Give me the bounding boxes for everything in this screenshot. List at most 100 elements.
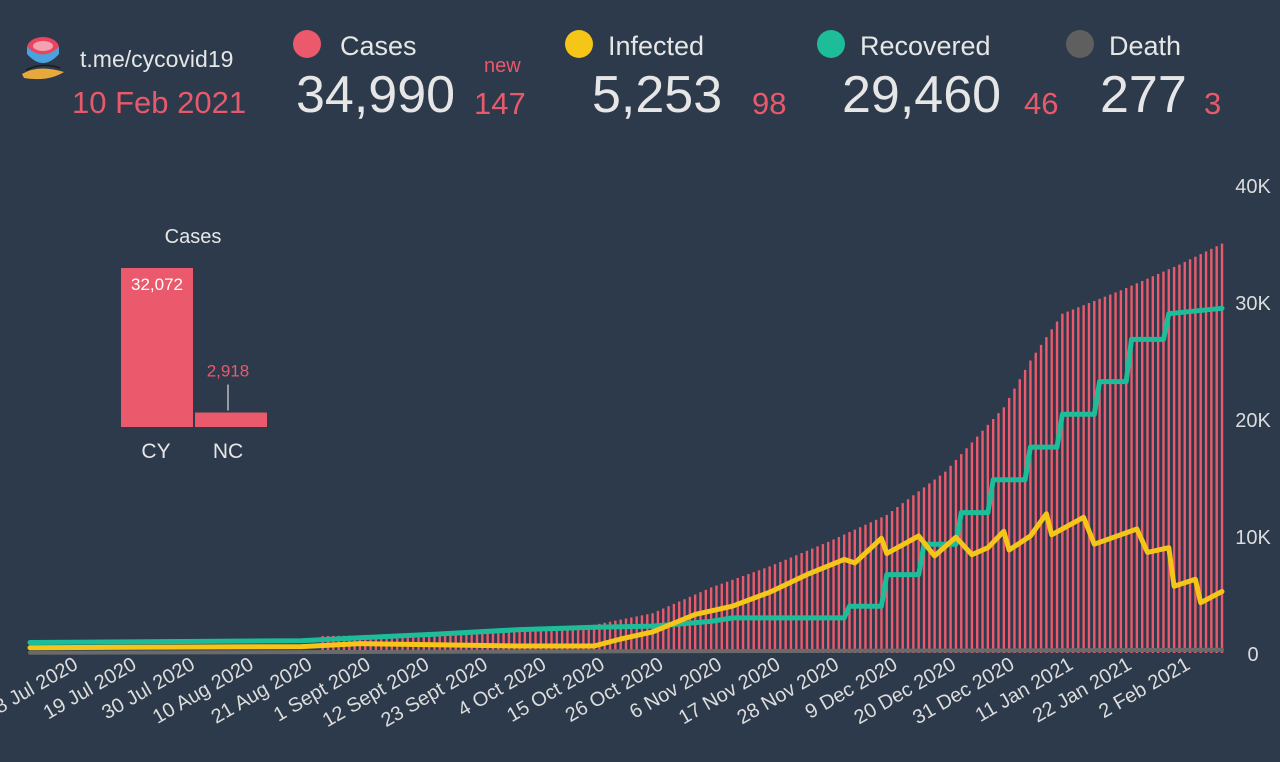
cases-bar xyxy=(991,419,995,653)
cases-bar xyxy=(949,465,952,653)
cases-bar xyxy=(1029,360,1032,653)
region-bar-value: 2,918 xyxy=(207,362,250,381)
cases-bar xyxy=(523,630,527,653)
cases-bar xyxy=(502,631,505,653)
infected-label: Infected xyxy=(608,31,705,61)
cases-bar xyxy=(747,574,750,653)
death-label: Death xyxy=(1109,31,1182,61)
channel-link[interactable]: t.me/cycovid19 xyxy=(80,46,234,72)
cases-bar xyxy=(619,619,622,653)
cases-bar xyxy=(678,601,681,653)
cases-bar xyxy=(571,626,574,653)
cases-bar xyxy=(944,471,947,653)
cases-bar xyxy=(1093,300,1096,653)
cases-bar xyxy=(1178,264,1181,653)
cases-bar xyxy=(1210,248,1213,653)
cases-bar xyxy=(1125,287,1128,653)
cases-bar xyxy=(816,546,819,653)
cases-bar xyxy=(475,632,479,653)
region-cases-chart: Cases 32,072 CY 2,918 NC xyxy=(121,226,267,463)
region-bar-value: 32,072 xyxy=(131,275,183,294)
cases-bar xyxy=(544,628,548,653)
cases-bar xyxy=(486,632,489,653)
cases-bar xyxy=(1034,352,1037,653)
cases-bar xyxy=(1130,285,1133,653)
recovered-label: Recovered xyxy=(860,31,991,61)
cases-bar xyxy=(997,413,1000,653)
cases-bar xyxy=(811,548,814,653)
cases-bar xyxy=(592,624,596,653)
y-tick-label: 30K xyxy=(1235,293,1271,315)
cases-bar xyxy=(662,608,665,653)
cases-bar xyxy=(1199,254,1202,653)
infected-value: 5,253 xyxy=(592,66,723,124)
cases-bar xyxy=(1039,344,1043,653)
cases-bar xyxy=(598,623,601,653)
cases-bar xyxy=(901,503,904,653)
cases-bar xyxy=(1061,313,1064,653)
cases-bar xyxy=(789,557,793,653)
cases-bar xyxy=(1151,276,1155,653)
cases-bar xyxy=(922,487,926,653)
recovered-value: 29,460 xyxy=(842,66,1002,124)
cases-bar xyxy=(970,442,974,653)
infected-new-value: 98 xyxy=(752,86,787,121)
cases-bar xyxy=(1183,261,1186,653)
recovered-legend-dot xyxy=(817,30,845,58)
cases-bar xyxy=(1146,278,1149,653)
region-bar-nc xyxy=(195,412,267,427)
cases-bar xyxy=(1077,307,1080,653)
cases-bar xyxy=(1215,246,1218,654)
cases-bar xyxy=(954,459,958,653)
recovered-line xyxy=(27,305,1225,645)
cases-bar xyxy=(1140,280,1144,653)
cases-bar xyxy=(842,534,846,653)
cases-bar xyxy=(1013,388,1016,653)
cases-bar xyxy=(874,519,878,653)
cases-bar xyxy=(614,620,617,653)
cases-bar xyxy=(773,564,777,653)
cases-bar xyxy=(960,454,963,653)
cases-value: 34,990 xyxy=(296,66,456,124)
cases-bar xyxy=(741,575,745,653)
cases-bar xyxy=(853,529,857,653)
cases-bar xyxy=(832,539,835,653)
cases-bar xyxy=(1098,298,1101,653)
cases-bar xyxy=(890,511,894,653)
cases-bar xyxy=(518,630,521,653)
cases-bar xyxy=(858,527,862,653)
cases-bar xyxy=(582,625,585,653)
cases-bar xyxy=(869,522,872,653)
cases-bar xyxy=(795,555,798,653)
cases-bar xyxy=(566,627,569,653)
region-category-label: NC xyxy=(213,440,243,463)
death-legend-dot xyxy=(1066,30,1094,58)
cases-bar xyxy=(827,541,830,653)
y-tick-label: 40K xyxy=(1235,176,1271,198)
cases-bar xyxy=(1162,271,1165,653)
death-value: 277 xyxy=(1100,66,1187,124)
cases-bar xyxy=(529,629,532,653)
cases-bar xyxy=(1071,309,1075,653)
cases-bar xyxy=(513,630,516,653)
report-date: 10 Feb 2021 xyxy=(72,85,247,120)
cases-bar xyxy=(1194,256,1197,653)
cases-bar xyxy=(938,475,942,653)
cases-bar xyxy=(1066,311,1069,653)
cases-bar xyxy=(779,561,782,653)
cases-new-value: 147 xyxy=(474,86,526,121)
cases-bar xyxy=(667,606,670,653)
cases-bar xyxy=(928,483,931,653)
cases-bar xyxy=(976,436,979,653)
cases-bar xyxy=(1087,303,1091,653)
cases-bar xyxy=(1023,369,1027,653)
cases-bar xyxy=(1135,283,1139,653)
cases-bar xyxy=(1055,321,1059,653)
cases-bar xyxy=(1172,266,1176,653)
infected-line xyxy=(27,511,1225,651)
cases-legend-dot xyxy=(293,30,321,58)
cases-bar xyxy=(757,570,761,653)
cases-bar xyxy=(752,572,755,653)
cases-bar xyxy=(534,629,537,653)
